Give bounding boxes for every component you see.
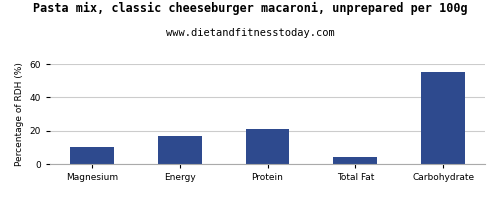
Bar xyxy=(70,147,114,164)
Y-axis label: Percentage of RDH (%): Percentage of RDH (%) xyxy=(15,62,24,166)
Bar xyxy=(246,129,290,164)
Bar xyxy=(334,157,378,164)
Text: Pasta mix, classic cheeseburger macaroni, unprepared per 100g: Pasta mix, classic cheeseburger macaroni… xyxy=(32,2,468,15)
Bar xyxy=(158,136,202,164)
Bar xyxy=(422,72,465,164)
Text: www.dietandfitnesstoday.com: www.dietandfitnesstoday.com xyxy=(166,28,334,38)
